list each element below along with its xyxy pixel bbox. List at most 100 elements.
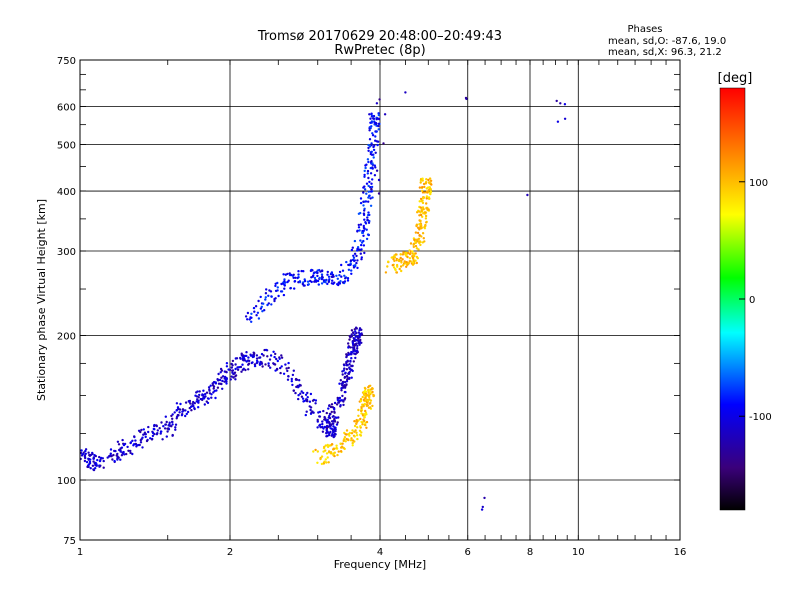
data-point	[190, 405, 193, 408]
data-point	[321, 430, 325, 433]
data-point	[324, 279, 327, 282]
data-point	[101, 457, 105, 460]
data-point	[225, 362, 229, 365]
data-point	[356, 247, 359, 251]
data-point	[563, 117, 567, 121]
data-point	[354, 429, 357, 432]
data-point	[352, 348, 355, 351]
data-point	[102, 466, 105, 469]
data-point	[326, 430, 329, 433]
data-point	[351, 439, 355, 442]
data-point	[359, 399, 363, 403]
data-point	[366, 216, 369, 219]
data-point	[418, 240, 421, 243]
data-point	[197, 400, 200, 404]
data-point	[297, 273, 300, 276]
data-point	[422, 212, 425, 215]
data-point	[362, 244, 366, 247]
data-point	[321, 422, 324, 426]
data-point	[373, 174, 377, 177]
data-point	[346, 277, 350, 280]
data-point	[261, 365, 264, 368]
data-point	[347, 268, 351, 271]
data-point	[95, 463, 98, 466]
data-point	[359, 338, 362, 342]
data-point	[268, 358, 272, 361]
data-point	[366, 399, 370, 403]
data-point	[361, 395, 364, 399]
data-point	[177, 408, 181, 411]
data-point	[176, 406, 180, 409]
data-point	[223, 380, 226, 383]
data-point	[331, 422, 335, 425]
data-point	[178, 411, 181, 414]
data-point	[358, 329, 361, 332]
data-point	[368, 138, 372, 141]
data-point	[316, 271, 319, 275]
data-point	[368, 113, 371, 116]
data-point	[318, 415, 322, 418]
data-point	[171, 417, 174, 420]
data-point	[371, 196, 374, 199]
data-point	[330, 410, 333, 414]
data-point	[279, 371, 282, 375]
data-point	[297, 385, 300, 388]
data-point	[353, 344, 356, 347]
data-point	[415, 223, 419, 226]
data-point	[248, 318, 251, 321]
data-point	[349, 439, 353, 442]
data-point	[352, 254, 355, 257]
data-point	[267, 364, 270, 367]
data-point	[299, 392, 302, 395]
x-tick-label: 8	[527, 547, 533, 558]
data-point	[329, 405, 333, 409]
chart-subtitle: RwPretec (8p)	[334, 43, 425, 58]
data-point	[298, 280, 302, 283]
data-point	[465, 97, 468, 101]
data-point	[147, 425, 150, 429]
data-point	[121, 451, 124, 454]
data-point	[225, 377, 228, 380]
data-point	[403, 260, 406, 263]
data-point	[306, 396, 309, 399]
data-point	[319, 457, 322, 461]
data-point	[395, 263, 399, 267]
data-point	[119, 447, 122, 450]
data-point	[314, 448, 317, 452]
data-point	[386, 265, 389, 268]
data-point	[424, 214, 428, 218]
data-point	[397, 259, 401, 263]
data-point	[81, 453, 85, 456]
data-point	[351, 441, 354, 445]
data-point	[283, 284, 286, 287]
data-point	[340, 275, 343, 278]
data-point	[368, 392, 371, 395]
data-point	[88, 460, 92, 464]
data-point	[168, 421, 171, 424]
y-tick-label: 400	[57, 187, 76, 198]
data-point	[323, 418, 326, 421]
data-point	[214, 396, 217, 400]
data-point	[423, 191, 427, 194]
data-point	[286, 272, 289, 276]
data-point	[363, 175, 366, 178]
data-point	[327, 407, 330, 410]
data-point	[296, 276, 299, 280]
data-point	[191, 403, 194, 406]
data-point	[421, 186, 424, 189]
data-point	[257, 317, 261, 320]
data-point	[366, 233, 370, 236]
data-point	[363, 413, 366, 416]
data-point	[269, 366, 272, 369]
data-point	[282, 282, 285, 285]
data-point	[365, 426, 368, 429]
data-point	[175, 402, 179, 405]
data-point	[116, 458, 119, 461]
data-point	[89, 467, 92, 470]
data-point	[294, 276, 297, 279]
data-point	[275, 357, 278, 361]
data-point	[350, 357, 353, 360]
data-point	[333, 281, 336, 284]
data-point	[563, 103, 567, 106]
data-point	[348, 334, 351, 338]
